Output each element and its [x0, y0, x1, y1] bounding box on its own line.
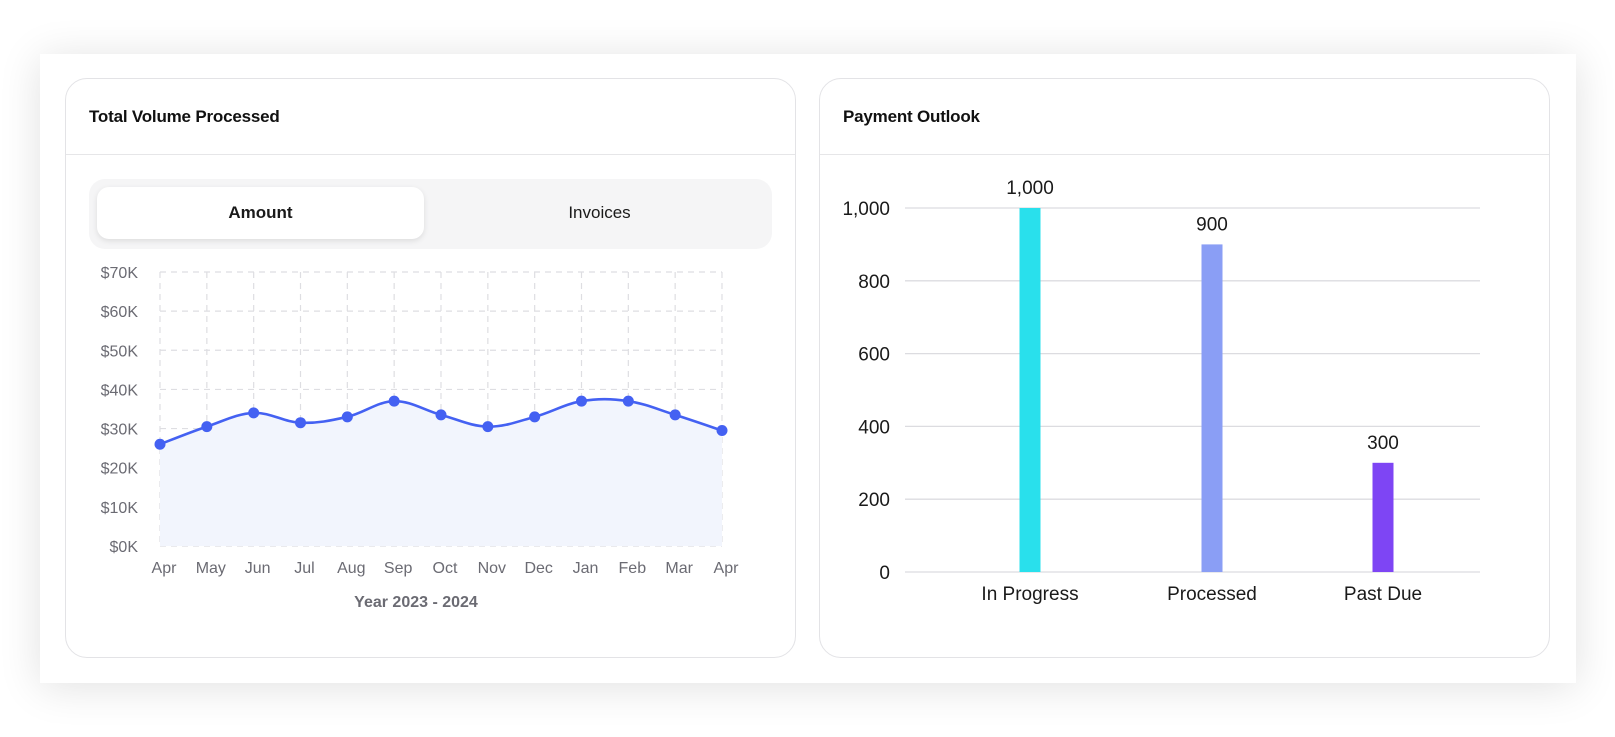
x-tick-label: Jul [294, 560, 314, 577]
y-tick-label: $70K [101, 265, 139, 282]
data-point [435, 409, 447, 421]
y-tick-label: 0 [879, 563, 890, 584]
y-tick-label: 800 [858, 272, 890, 293]
x-tick-label: Processed [1167, 584, 1257, 605]
tab-amount[interactable]: Amount [97, 187, 424, 239]
x-tick-label: Feb [619, 560, 647, 577]
volume-area [160, 399, 722, 546]
x-tick-label: Past Due [1344, 584, 1422, 605]
payment-outlook-card: Payment Outlook 0 200 400 600 800 1,000 1,000 I… [819, 78, 1550, 658]
x-tick-label: Nov [478, 560, 506, 577]
y-tick-label: $20K [101, 461, 139, 478]
data-point [529, 411, 541, 423]
data-point [154, 438, 166, 450]
x-axis-label: Year 2023 - 2024 [354, 594, 478, 611]
data-point [669, 409, 681, 421]
data-point [622, 395, 634, 407]
bar-value-label: 900 [1196, 214, 1228, 235]
x-tick-label: Oct [433, 560, 458, 577]
data-point [576, 395, 587, 407]
y-tick-label: $10K [101, 500, 139, 517]
data-point [482, 421, 494, 433]
bar-processed [1201, 244, 1223, 572]
y-tick-label: $0K [110, 539, 139, 556]
payment-outlook-bar-chart: 0 200 400 600 800 1,000 1,000 In Progress 900 Pro… [842, 178, 1480, 605]
data-point [201, 421, 213, 433]
x-tick-label: Apr [714, 560, 740, 577]
y-tick-label: $40K [101, 382, 139, 399]
y-tick-label: 600 [858, 345, 890, 366]
x-tick-label: Aug [337, 560, 365, 577]
tab-invoices[interactable]: Invoices [568, 203, 631, 222]
x-tick-label: Sep [384, 560, 413, 577]
payment-outlook-title: Payment Outlook [820, 79, 1549, 155]
metric-toggle: Amount Invoices [89, 179, 772, 249]
y-tick-label: 1,000 [842, 199, 890, 220]
total-volume-title: Total Volume Processed [66, 79, 795, 155]
x-tick-label: Jan [573, 560, 599, 577]
bar-value-label: 1,000 [1006, 178, 1054, 199]
x-tick-label: Apr [152, 560, 178, 577]
y-tick-label: $30K [101, 422, 139, 439]
bar-value-label: 300 [1367, 433, 1399, 454]
x-tick-label: Mar [665, 560, 693, 577]
data-point [716, 425, 728, 437]
bar-past-due [1372, 462, 1394, 572]
bar-in-progress [1019, 208, 1041, 572]
y-tick-label: $60K [101, 304, 139, 321]
volume-line-chart: $0K $10K $20K $30K $40K $50K $60K $70K Apr May Jun… [101, 265, 740, 611]
x-tick-label: In Progress [981, 584, 1078, 605]
x-tick-label: Dec [524, 560, 552, 577]
data-point [295, 417, 306, 429]
y-tick-label: $50K [101, 343, 139, 360]
x-tick-label: May [196, 560, 226, 577]
y-tick-label: 400 [858, 417, 890, 438]
data-point [248, 407, 260, 419]
x-tick-label: Jun [245, 560, 271, 577]
y-tick-label: 200 [858, 490, 890, 511]
data-point [341, 411, 353, 423]
total-volume-card: Total Volume Processed Amount Invoices $… [65, 78, 796, 658]
data-point [388, 395, 400, 407]
